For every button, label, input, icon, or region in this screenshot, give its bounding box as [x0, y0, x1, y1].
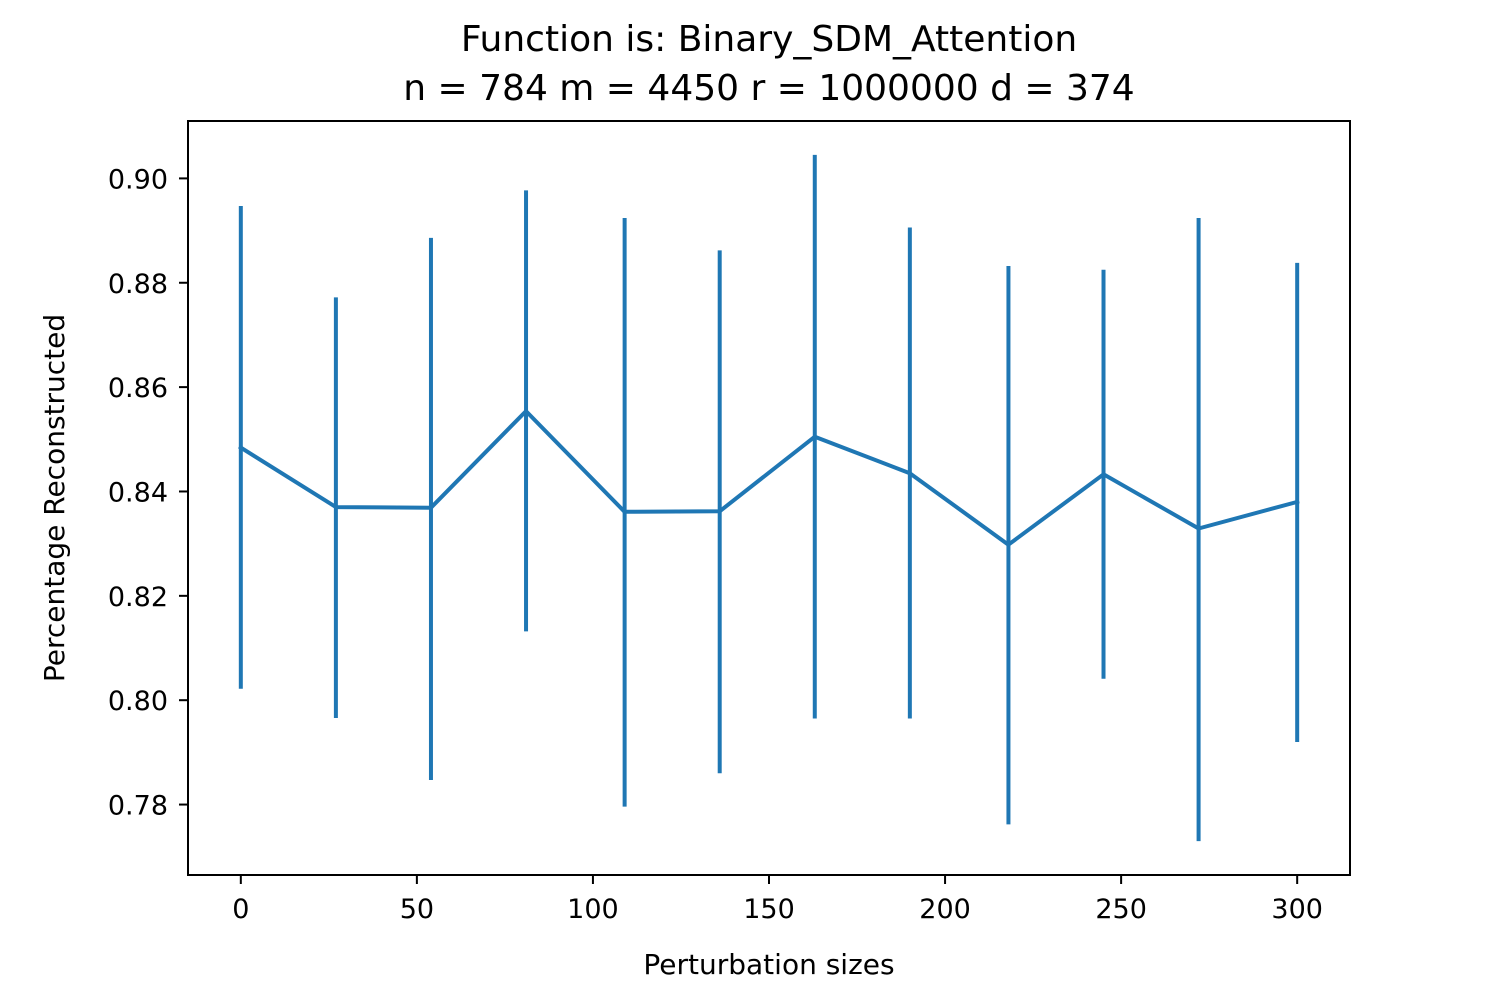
x-tick-label: 50	[400, 894, 434, 925]
data-point	[238, 445, 243, 450]
y-tick-label: 0.86	[108, 373, 168, 404]
data-point	[1295, 499, 1300, 504]
y-tick-label: 0.82	[108, 582, 168, 613]
x-tick-label: 200	[919, 894, 971, 925]
y-tick-label: 0.90	[108, 164, 168, 195]
x-tick-label: 250	[1095, 894, 1147, 925]
data-point	[622, 509, 627, 514]
chart-title: Function is: Binary_SDM_Attention	[461, 19, 1077, 60]
y-axis-label: Percentage Reconstructed	[38, 314, 71, 682]
data-point	[812, 434, 817, 439]
data-point	[907, 471, 912, 476]
plot-area	[238, 154, 1300, 842]
y-tick-label: 0.84	[108, 477, 168, 508]
data-point	[1196, 526, 1201, 531]
data-point	[1006, 542, 1011, 547]
x-tick-label: 300	[1271, 894, 1323, 925]
series-line	[238, 409, 1300, 547]
data-point	[333, 505, 338, 510]
y-axis: 0.78 0.80 0.82 0.84 0.86 0.88 0.90	[108, 164, 188, 822]
y-tick-label: 0.80	[108, 686, 168, 717]
data-point	[428, 505, 433, 510]
x-tick-label: 0	[232, 894, 249, 925]
y-tick-label: 0.78	[108, 791, 168, 822]
chart-subtitle: n = 784 m = 4450 r = 1000000 d = 374	[403, 68, 1134, 109]
data-point	[717, 509, 722, 514]
y-tick-label: 0.88	[108, 269, 168, 300]
x-tick-label: 100	[567, 894, 619, 925]
data-point	[524, 409, 529, 414]
x-axis: 0 50 100 150 200 250 300	[232, 875, 1323, 925]
x-axis-label: Perturbation sizes	[643, 948, 894, 981]
x-tick-label: 150	[743, 894, 795, 925]
data-point	[1101, 472, 1106, 477]
